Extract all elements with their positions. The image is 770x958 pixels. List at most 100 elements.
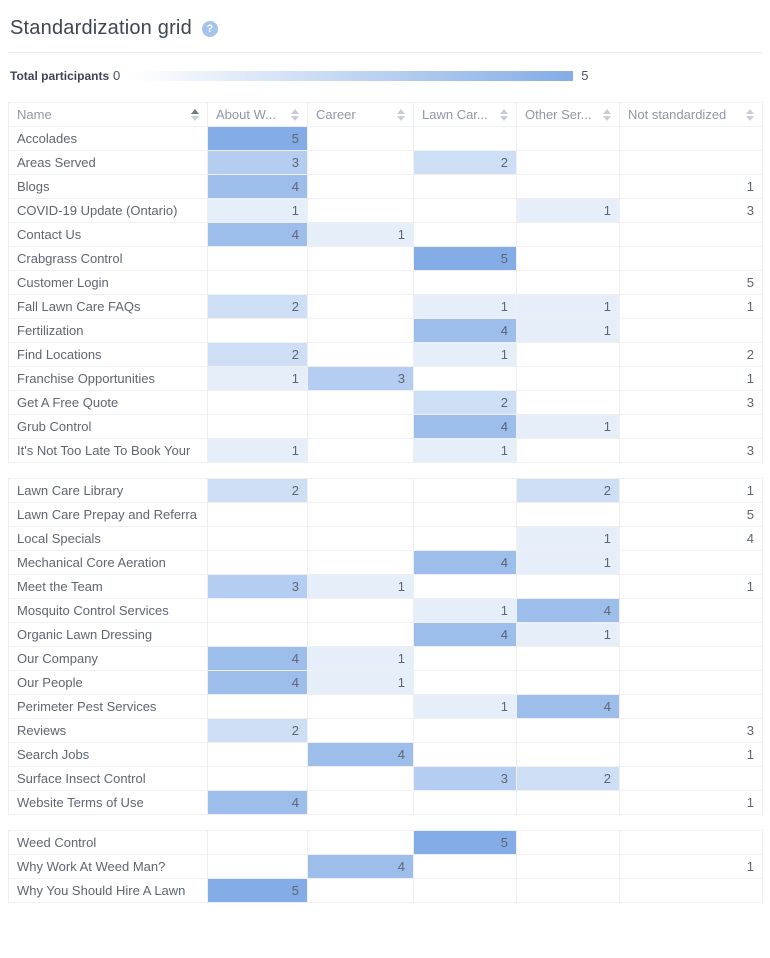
category-count-cell bbox=[207, 414, 308, 439]
card-name-cell: Franchise Opportunities bbox=[8, 366, 208, 391]
category-count-cell bbox=[307, 318, 414, 343]
category-count-cell bbox=[307, 198, 414, 223]
category-count-cell bbox=[307, 830, 414, 855]
not-standardized-count-cell: 3 bbox=[619, 718, 763, 743]
category-count-cell bbox=[307, 502, 414, 527]
category-count-cell bbox=[207, 550, 308, 575]
column-header-about-weed-man[interactable]: About W... bbox=[207, 102, 308, 127]
not-standardized-count-cell bbox=[619, 830, 763, 855]
category-count-cell bbox=[516, 126, 620, 151]
category-count-cell: 4 bbox=[307, 854, 414, 879]
category-count-cell bbox=[413, 526, 517, 551]
not-standardized-count-cell bbox=[619, 646, 763, 671]
category-count-cell bbox=[413, 646, 517, 671]
category-count-cell: 4 bbox=[207, 670, 308, 695]
category-count-cell bbox=[413, 222, 517, 247]
not-standardized-count-cell: 3 bbox=[619, 438, 763, 463]
category-count-cell: 4 bbox=[516, 694, 620, 719]
sort-down-icon bbox=[397, 115, 405, 121]
column-header-career[interactable]: Career bbox=[307, 102, 414, 127]
category-count-cell: 1 bbox=[516, 622, 620, 647]
category-count-cell bbox=[516, 342, 620, 367]
category-count-cell bbox=[516, 502, 620, 527]
table-row: Contact Us 4 1 bbox=[8, 222, 763, 247]
not-standardized-count-cell bbox=[619, 222, 763, 247]
category-count-cell bbox=[516, 670, 620, 695]
column-header-lawn-care[interactable]: Lawn Car... bbox=[413, 102, 517, 127]
table-row: Why Work At Weed Man? 4 1 bbox=[8, 854, 763, 879]
card-name-cell: Customer Login bbox=[8, 270, 208, 295]
category-count-cell bbox=[207, 526, 308, 551]
column-header-label: Not standardized bbox=[628, 107, 727, 122]
not-standardized-count-cell bbox=[619, 246, 763, 271]
category-count-cell bbox=[516, 574, 620, 599]
not-standardized-count-cell: 1 bbox=[619, 174, 763, 199]
help-icon[interactable]: ? bbox=[201, 20, 218, 37]
column-header-inner: Lawn Car... bbox=[422, 107, 508, 122]
card-name-cell: Get A Free Quote bbox=[8, 390, 208, 415]
table-row: Organic Lawn Dressing 4 1 bbox=[8, 622, 763, 647]
sort-arrows-icon bbox=[603, 108, 611, 121]
table-row: Our People 4 1 bbox=[8, 670, 763, 695]
table-row: Mosquito Control Services 1 4 bbox=[8, 598, 763, 623]
category-count-cell bbox=[307, 294, 414, 319]
category-count-cell bbox=[307, 622, 414, 647]
category-count-cell bbox=[516, 438, 620, 463]
card-name-cell: Organic Lawn Dressing bbox=[8, 622, 208, 647]
column-header-other-services[interactable]: Other Ser... bbox=[516, 102, 620, 127]
card-name-cell: Meet the Team bbox=[8, 574, 208, 599]
category-count-cell bbox=[413, 502, 517, 527]
card-name-cell: Mechanical Core Aeration bbox=[8, 550, 208, 575]
category-count-cell bbox=[413, 790, 517, 815]
sort-down-icon bbox=[291, 115, 299, 121]
category-count-cell bbox=[307, 342, 414, 367]
category-count-cell: 1 bbox=[307, 646, 414, 671]
card-name-cell: Fertilization bbox=[8, 318, 208, 343]
category-count-cell bbox=[413, 878, 517, 903]
category-count-cell: 5 bbox=[413, 246, 517, 271]
card-name-cell: Why Work At Weed Man? bbox=[8, 854, 208, 879]
column-header-label: Lawn Car... bbox=[422, 107, 488, 122]
grid-table-block-2: Lawn Care Library 2 2 1 Lawn Care Prepay and… bbox=[8, 478, 763, 815]
sort-arrows-icon bbox=[397, 108, 405, 121]
sort-down-icon bbox=[746, 115, 754, 121]
table-row: Blogs 4 1 bbox=[8, 174, 763, 199]
category-count-cell bbox=[516, 150, 620, 175]
table-row: Lawn Care Prepay and Referra 5 bbox=[8, 502, 763, 527]
category-count-cell: 5 bbox=[207, 878, 308, 903]
not-standardized-count-cell bbox=[619, 126, 763, 151]
category-count-cell bbox=[307, 390, 414, 415]
legend-gradient-bar bbox=[131, 70, 574, 81]
not-standardized-count-cell bbox=[619, 150, 763, 175]
grid-table-block-3: Weed Control 5 Why Work At Weed Man? 4 1 Why … bbox=[8, 830, 763, 903]
category-count-cell bbox=[413, 718, 517, 743]
not-standardized-count-cell bbox=[619, 766, 763, 791]
card-name-cell: Our Company bbox=[8, 646, 208, 671]
category-count-cell: 2 bbox=[207, 342, 308, 367]
not-standardized-count-cell: 1 bbox=[619, 366, 763, 391]
not-standardized-count-cell: 5 bbox=[619, 270, 763, 295]
category-count-cell bbox=[413, 742, 517, 767]
page-title: Standardization grid bbox=[10, 17, 192, 39]
table-row: Franchise Opportunities 1 3 1 bbox=[8, 366, 763, 391]
card-name-cell: Accolades bbox=[8, 126, 208, 151]
category-count-cell bbox=[516, 390, 620, 415]
sort-up-icon bbox=[603, 108, 611, 114]
category-count-cell bbox=[307, 438, 414, 463]
column-header-name[interactable]: Name bbox=[8, 102, 208, 127]
category-count-cell: 2 bbox=[413, 150, 517, 175]
category-count-cell: 5 bbox=[413, 830, 517, 855]
card-name-cell: Why You Should Hire A Lawn bbox=[8, 878, 208, 903]
not-standardized-count-cell bbox=[619, 694, 763, 719]
category-count-cell bbox=[413, 478, 517, 503]
card-name-cell: Website Terms of Use bbox=[8, 790, 208, 815]
category-count-cell: 1 bbox=[413, 598, 517, 623]
sort-arrows-icon bbox=[291, 108, 299, 121]
table-row: Lawn Care Library 2 2 1 bbox=[8, 478, 763, 503]
not-standardized-count-cell: 1 bbox=[619, 294, 763, 319]
card-name-cell: It's Not Too Late To Book Your bbox=[8, 438, 208, 463]
column-header-not-standardized[interactable]: Not standardized bbox=[619, 102, 763, 127]
not-standardized-count-cell: 2 bbox=[619, 342, 763, 367]
category-count-cell bbox=[516, 222, 620, 247]
table-row: Fertilization 4 1 bbox=[8, 318, 763, 343]
